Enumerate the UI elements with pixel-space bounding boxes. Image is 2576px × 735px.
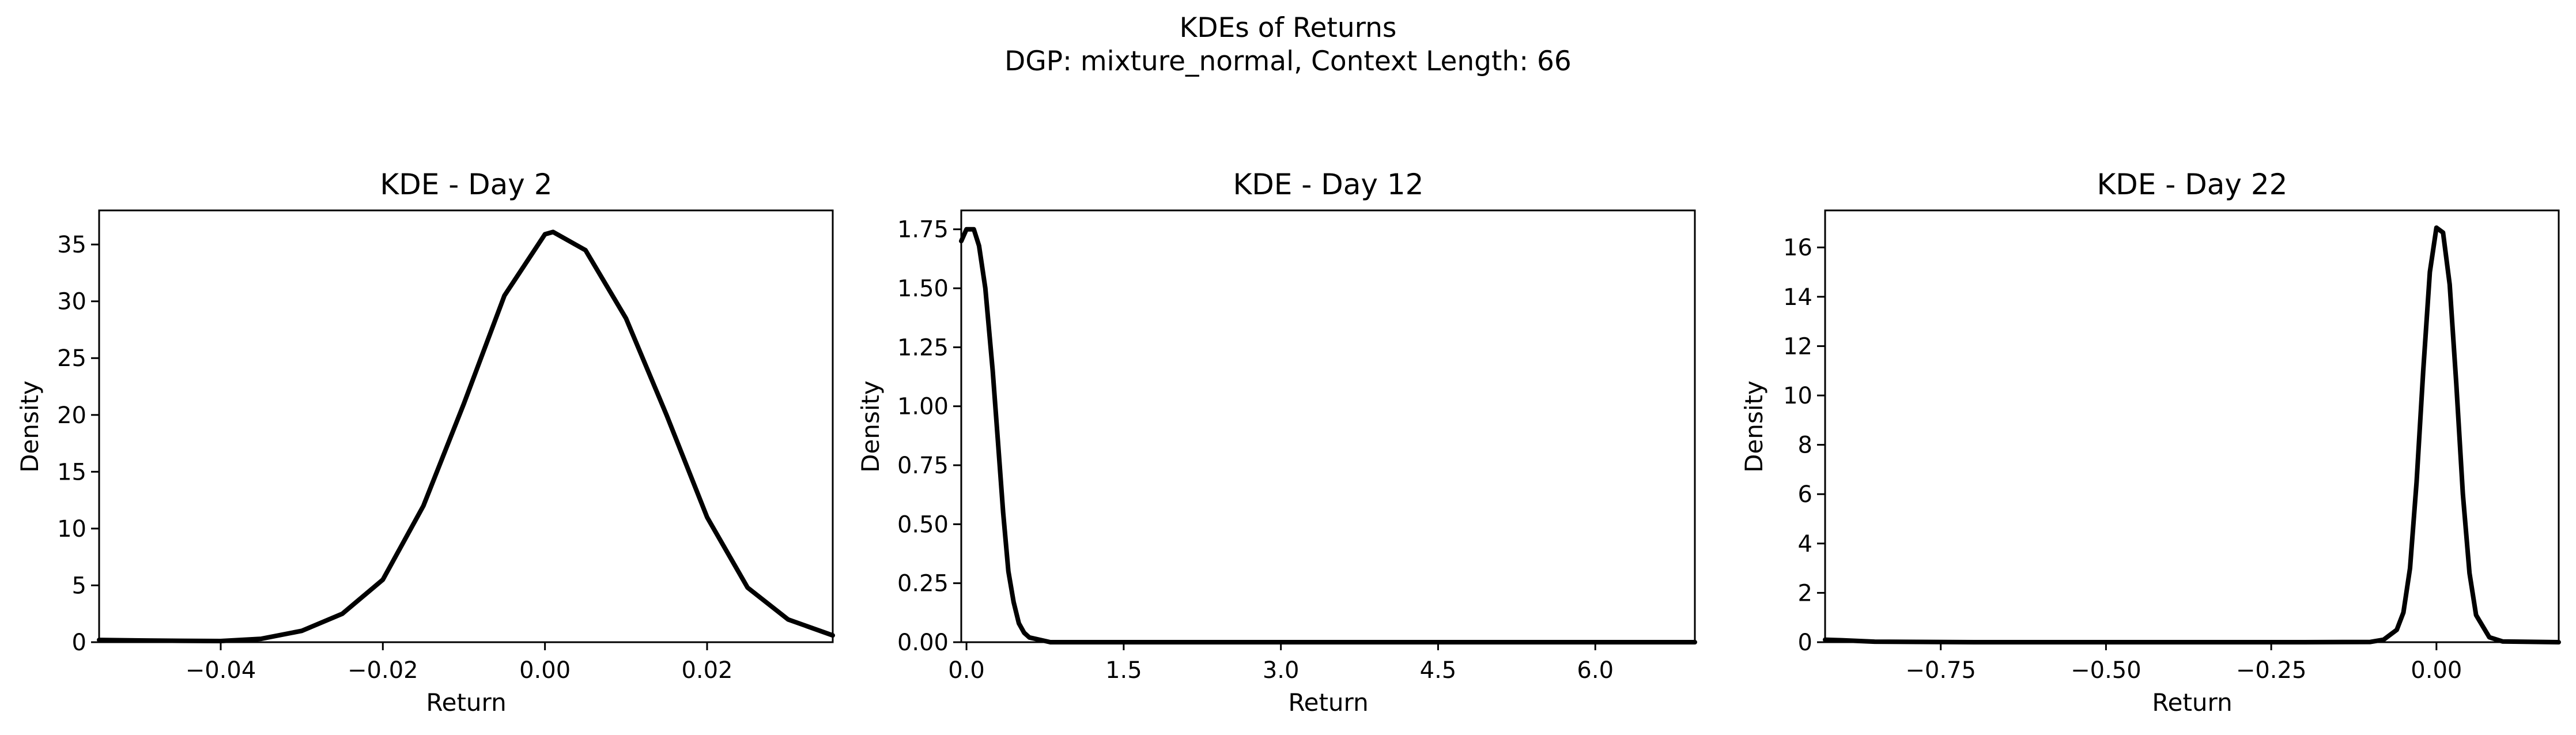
y-axis-label: Density [16, 380, 44, 473]
y-tick-label: 8 [1798, 432, 1812, 459]
figure-title-line2: DGP: mixture_normal, Context Length: 66 [1004, 46, 1572, 77]
y-tick-label: 10 [1783, 383, 1812, 409]
y-tick-label: 15 [57, 459, 86, 485]
tick-layer: −0.75 −0.50 −0.25 0.00 0 2 4 6 8 10 12 14 16 [1783, 235, 2462, 684]
y-tick-label: 0.50 [897, 511, 949, 538]
subplot-title: KDE - Day 2 [380, 168, 552, 201]
tick-layer: 0.0 1.5 3.0 4.5 6.0 0.00 0.25 0.50 0.75 1.00 1.25 1… [897, 217, 1614, 684]
subplot-day-12: KDE - Day 12 0.0 1.5 3.0 4.5 6.0 0.00 0.25 0.50… [856, 168, 1697, 717]
x-tick-label: 3.0 [1263, 657, 1300, 684]
y-tick-label: 14 [1783, 284, 1812, 311]
x-tick-label: −0.75 [1905, 657, 1976, 684]
x-tick-label: 6.0 [1577, 657, 1614, 684]
subplot-title: KDE - Day 12 [1233, 168, 1424, 201]
y-tick-label: 10 [57, 516, 86, 542]
y-tick-label: 0.25 [897, 571, 949, 597]
tick-layer: −0.04 −0.02 0.00 0.02 0 5 10 15 20 25 30 35 [57, 232, 732, 684]
subplot-title: KDE - Day 22 [2097, 168, 2288, 201]
axes-frame [960, 209, 1696, 643]
x-tick-label: 0.02 [681, 657, 732, 684]
kde-curve [959, 227, 1697, 644]
y-tick-label: 16 [1783, 235, 1812, 261]
kde-curve [97, 229, 835, 643]
axes-frame [98, 209, 834, 643]
x-axis-label: Return [426, 688, 506, 717]
y-tick-label: 2 [1798, 580, 1812, 606]
y-tick-label: 1.50 [897, 276, 949, 302]
y-tick-label: 12 [1783, 333, 1812, 360]
x-tick-label: 4.5 [1420, 657, 1457, 684]
x-tick-label: 1.5 [1105, 657, 1142, 684]
y-axis-label: Density [856, 380, 885, 473]
y-tick-label: 0.00 [897, 630, 949, 656]
y-tick-label: 20 [57, 402, 86, 429]
x-tick-label: 0.0 [948, 657, 985, 684]
y-tick-label: 25 [57, 345, 86, 372]
subplot-day-22: KDE - Day 22 −0.75 −0.50 −0.25 0.00 0 2 4 6 8 10 1… [1740, 168, 2561, 717]
x-tick-label: −0.25 [2236, 657, 2307, 684]
x-tick-label: −0.50 [2071, 657, 2141, 684]
y-tick-label: 0.75 [897, 453, 949, 479]
axes-frame [1824, 209, 2560, 643]
y-tick-label: 1.00 [897, 394, 949, 420]
y-tick-label: 35 [57, 232, 86, 258]
x-tick-label: 0.00 [519, 657, 571, 684]
x-axis-label: Return [2152, 688, 2232, 717]
y-axis-label: Density [1740, 380, 1768, 473]
x-tick-label: −0.04 [186, 657, 256, 684]
y-tick-label: 6 [1798, 481, 1812, 508]
x-axis-label: Return [1288, 688, 1368, 717]
y-tick-label: 1.75 [897, 217, 949, 243]
x-tick-label: −0.02 [348, 657, 418, 684]
kde-curve [1823, 225, 2561, 644]
y-tick-label: 0 [1798, 630, 1812, 656]
y-tick-label: 5 [72, 572, 86, 599]
x-tick-label: 0.00 [2411, 657, 2462, 684]
figure-title-line1: KDEs of Returns [1180, 12, 1397, 44]
y-tick-label: 4 [1798, 531, 1812, 557]
y-tick-label: 30 [57, 289, 86, 315]
subplot-day-2: KDE - Day 2 −0.04 −0.02 0.00 0.02 0 5 10 15 20 25… [16, 168, 835, 717]
y-tick-label: 1.25 [897, 334, 949, 361]
y-tick-label: 0 [72, 630, 86, 656]
